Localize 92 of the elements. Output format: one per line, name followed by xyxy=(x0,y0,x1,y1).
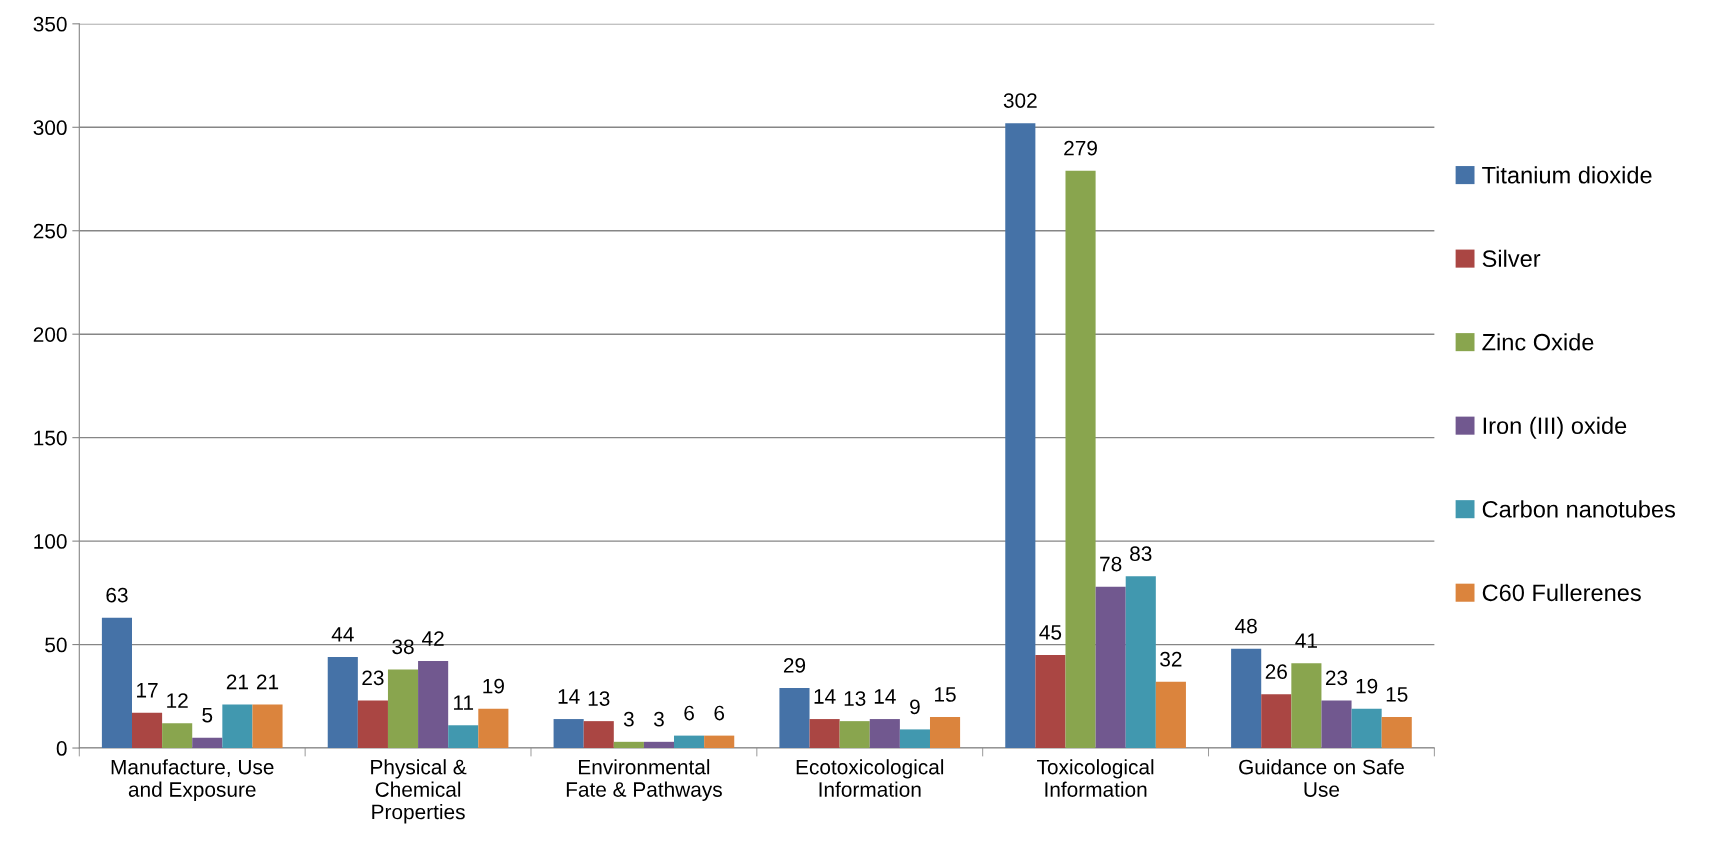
data-label: 13 xyxy=(844,691,866,706)
x-tick-label: Toxicological Information xyxy=(1037,759,1154,797)
data-label: 29 xyxy=(783,658,806,673)
legend-label: Titanium dioxide xyxy=(1482,166,1652,184)
bar xyxy=(1035,654,1066,749)
bar xyxy=(1005,123,1036,749)
data-label: 45 xyxy=(1039,625,1062,640)
data-label: 14 xyxy=(558,689,580,704)
bar xyxy=(478,708,509,749)
bar xyxy=(899,729,930,749)
data-label: 13 xyxy=(588,691,610,706)
bar xyxy=(132,712,163,749)
data-label: 15 xyxy=(1386,687,1408,702)
legend-label: Silver xyxy=(1482,249,1541,268)
bar xyxy=(674,735,705,749)
data-label: 21 xyxy=(226,674,248,690)
y-tick-label: 200 xyxy=(33,327,67,342)
x-tick-label: Environmental Fate & Pathways xyxy=(566,759,722,801)
bar xyxy=(252,704,283,749)
bar xyxy=(327,656,358,749)
data-label: 19 xyxy=(483,678,504,694)
data-label: 44 xyxy=(331,627,354,642)
data-label: 38 xyxy=(392,639,414,655)
bar xyxy=(613,741,644,749)
data-label: 41 xyxy=(1295,633,1317,648)
data-label: 5 xyxy=(202,707,213,723)
data-label: 11 xyxy=(454,695,474,710)
data-label: 279 xyxy=(1064,140,1097,156)
data-label: 23 xyxy=(362,670,384,686)
data-label: 14 xyxy=(814,689,836,704)
bar xyxy=(1231,648,1262,749)
bar xyxy=(1065,170,1096,749)
bar xyxy=(387,669,419,749)
data-label: 6 xyxy=(684,705,694,721)
legend-label: C60 Fullerenes xyxy=(1482,583,1641,602)
data-label: 3 xyxy=(653,711,664,727)
bar xyxy=(1321,700,1352,749)
bar xyxy=(643,741,675,749)
bar xyxy=(418,661,449,749)
legend-label: Carbon nanotubes xyxy=(1482,500,1676,518)
bar xyxy=(583,721,614,749)
data-label: 3 xyxy=(623,711,634,727)
data-label: 78 xyxy=(1100,556,1122,572)
bar xyxy=(779,688,810,749)
legend-label: Zinc Oxide xyxy=(1482,333,1594,351)
y-tick-label: 150 xyxy=(34,430,67,446)
bar xyxy=(192,737,223,749)
data-label: 42 xyxy=(422,631,444,646)
bar xyxy=(1095,586,1126,749)
data-label: 19 xyxy=(1356,678,1378,694)
bar xyxy=(1291,663,1322,749)
x-tick-label: Physical & Chemical Properties xyxy=(371,759,467,824)
data-label: 26 xyxy=(1265,664,1287,679)
bar xyxy=(704,735,735,749)
bar xyxy=(357,700,388,749)
data-label: 23 xyxy=(1325,670,1348,686)
bar xyxy=(809,719,840,749)
bar xyxy=(162,723,193,749)
x-tick-label: Ecotoxicological Information xyxy=(796,759,944,797)
x-tick-label: Manufacture, Use and Exposure xyxy=(111,759,274,801)
data-label: 83 xyxy=(1130,546,1152,562)
bar xyxy=(1155,681,1186,749)
bar xyxy=(839,721,870,749)
bar xyxy=(1351,708,1382,749)
bar xyxy=(929,716,961,749)
data-label: 6 xyxy=(714,705,725,721)
y-tick-label: 250 xyxy=(33,223,67,239)
data-label: 14 xyxy=(874,689,896,704)
y-tick-label: 100 xyxy=(34,534,67,549)
y-tick-label: 300 xyxy=(33,120,67,136)
data-label: 9 xyxy=(910,699,920,715)
data-label: 32 xyxy=(1160,651,1182,667)
bar xyxy=(448,725,479,749)
bar xyxy=(1125,576,1156,749)
x-tick-label: Guidance on Safe Use xyxy=(1239,759,1404,797)
bar xyxy=(101,617,132,749)
bar xyxy=(1261,694,1292,749)
data-label: 15 xyxy=(935,687,956,702)
data-label: 63 xyxy=(106,587,128,603)
data-label: 21 xyxy=(256,674,279,690)
bar xyxy=(1381,716,1412,749)
bar xyxy=(869,719,900,749)
y-tick-label: 0 xyxy=(56,741,67,756)
y-tick-label: 350 xyxy=(33,16,67,32)
bar xyxy=(553,719,584,749)
data-label: 17 xyxy=(137,683,158,698)
y-tick-label: 50 xyxy=(45,637,67,653)
data-label: 48 xyxy=(1235,618,1257,634)
legend-label: Iron (III) oxide xyxy=(1483,416,1627,439)
bar xyxy=(222,704,253,749)
data-label: 12 xyxy=(167,693,188,708)
data-label: 302 xyxy=(1003,93,1037,108)
